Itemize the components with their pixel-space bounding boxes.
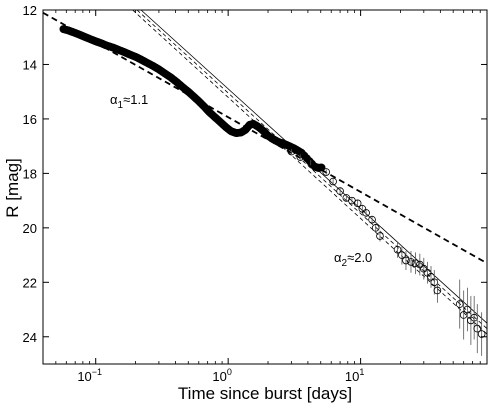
x-tick-base: 10 bbox=[212, 369, 226, 384]
data-point bbox=[362, 209, 370, 217]
x-axis-label: Time since burst [days] bbox=[178, 384, 352, 403]
data-point bbox=[353, 199, 362, 208]
data-points bbox=[59, 25, 486, 356]
y-tick-label: 24 bbox=[23, 330, 37, 345]
y-tick-label: 14 bbox=[23, 57, 37, 72]
data-point bbox=[473, 324, 482, 333]
x-tick-exponent: 0 bbox=[227, 367, 232, 377]
fit-lines bbox=[42, 9, 488, 335]
x-tick-base: 10 bbox=[77, 369, 91, 384]
data-point bbox=[336, 187, 344, 195]
y-axis-label: R [mag] bbox=[3, 158, 22, 218]
x-tick-label: 100 bbox=[212, 367, 231, 384]
x-tick-label: 10−1 bbox=[77, 367, 102, 384]
data-point bbox=[393, 245, 402, 254]
data-point bbox=[407, 258, 415, 266]
data-point bbox=[322, 168, 331, 176]
data-point bbox=[318, 163, 326, 171]
data-point bbox=[402, 256, 410, 265]
data-point bbox=[376, 232, 384, 240]
y-tick-label: 22 bbox=[23, 275, 37, 290]
data-point bbox=[368, 215, 376, 224]
data-point bbox=[329, 177, 337, 186]
data-point bbox=[455, 300, 464, 308]
x-tick-exponent: 1 bbox=[359, 367, 364, 377]
y-tick-label: 20 bbox=[23, 221, 37, 236]
data-point bbox=[411, 259, 420, 268]
fit-line-alpha2-bound-a bbox=[136, 9, 488, 329]
fit-line-alpha2 bbox=[132, 9, 488, 335]
data-point bbox=[296, 153, 305, 161]
data-point bbox=[371, 224, 380, 232]
data-point bbox=[433, 286, 442, 295]
y-tick-label: 12 bbox=[23, 3, 37, 18]
plot-frame bbox=[42, 9, 488, 365]
y-tick-label: 18 bbox=[23, 166, 37, 181]
data-point bbox=[477, 330, 486, 338]
data-point bbox=[287, 147, 296, 156]
data-point bbox=[416, 260, 424, 269]
x-tick-label: 101 bbox=[345, 367, 364, 384]
annotation-alpha2: α2≈2.0 bbox=[334, 250, 372, 269]
data-point bbox=[306, 158, 315, 167]
y-tick-label: 16 bbox=[23, 112, 37, 127]
data-point bbox=[398, 251, 406, 259]
x-tick-exponent: −1 bbox=[92, 367, 102, 377]
x-tick-base: 10 bbox=[345, 369, 359, 384]
annotation-alpha1: α1≈1.1 bbox=[110, 92, 148, 111]
